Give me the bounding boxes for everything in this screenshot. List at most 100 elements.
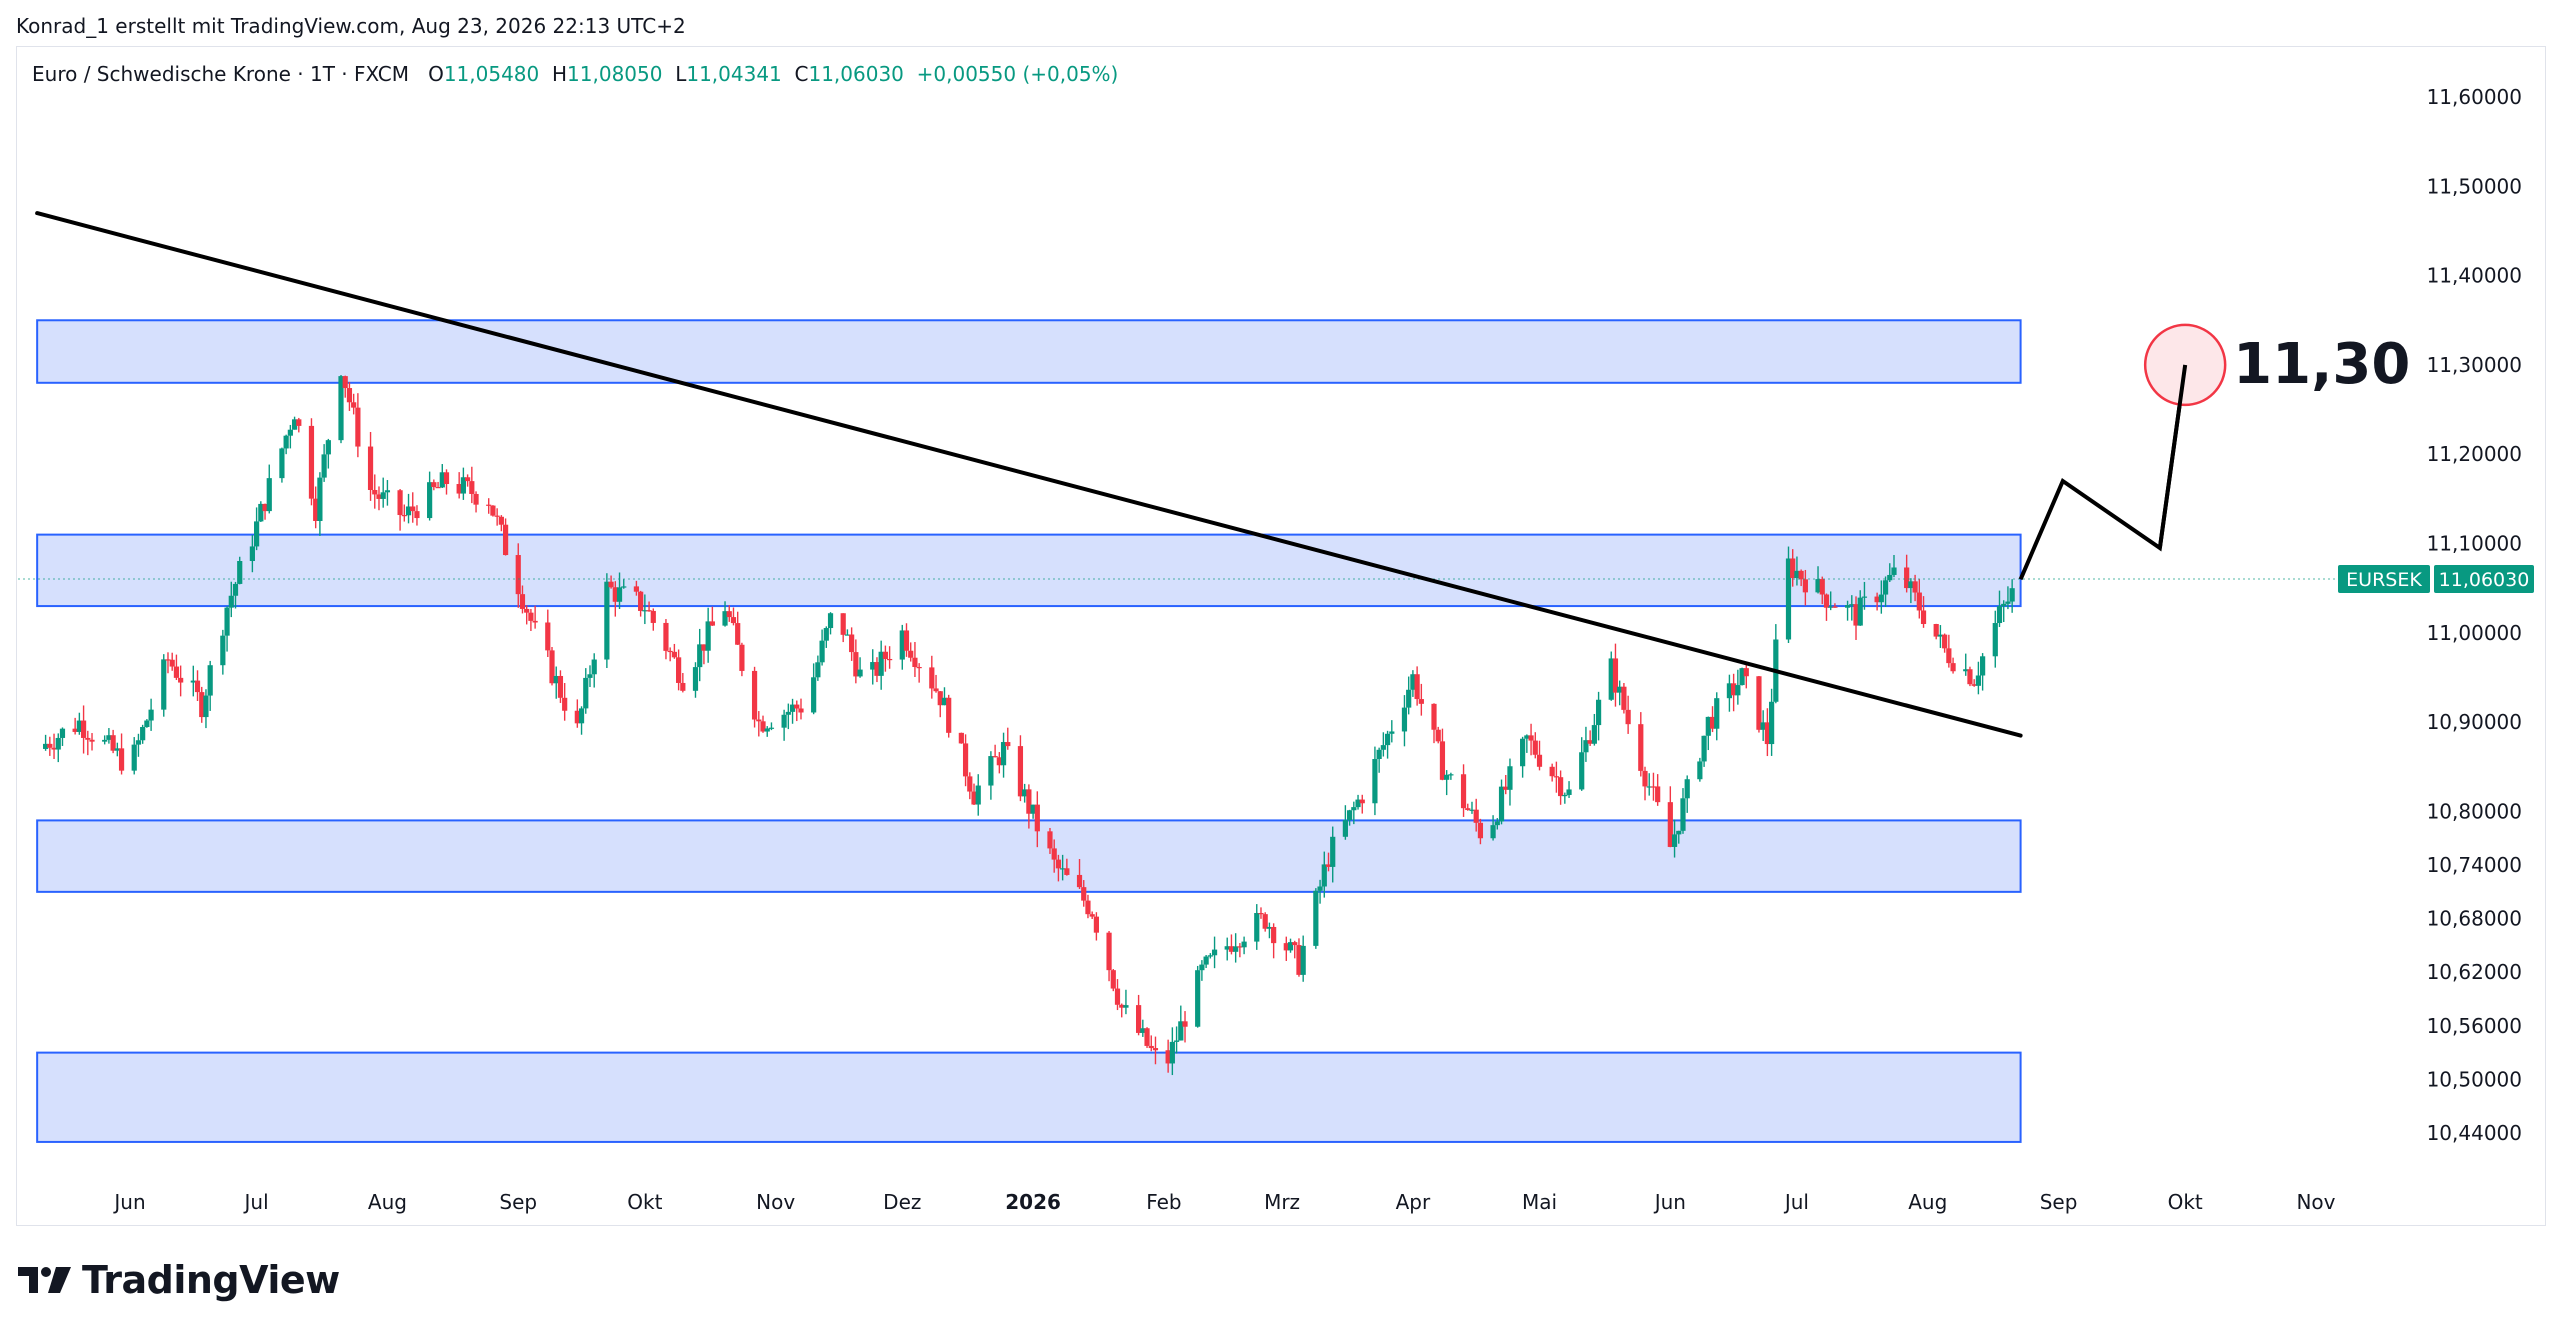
candle-body bbox=[1967, 669, 1973, 685]
candle-body bbox=[722, 611, 728, 626]
candle-body bbox=[1621, 686, 1627, 710]
descending-trendline[interactable] bbox=[35, 211, 2023, 738]
candle-body bbox=[80, 720, 87, 738]
candle-body bbox=[705, 621, 711, 651]
candle-body bbox=[1017, 746, 1024, 797]
symbol-description[interactable]: Euro / Schwedische Krone · 1T · FXCM bbox=[32, 62, 409, 86]
candle-body bbox=[676, 657, 682, 683]
candle-body bbox=[1697, 761, 1703, 780]
candle-body bbox=[1211, 949, 1218, 956]
candle-body bbox=[726, 611, 732, 618]
x-axis-tick-label: Jun bbox=[1653, 1190, 1686, 1214]
candle-body bbox=[498, 516, 504, 525]
candle-body bbox=[1853, 604, 1859, 626]
candle-body bbox=[899, 630, 905, 660]
candle-body bbox=[1296, 945, 1302, 975]
support-resistance-zone[interactable] bbox=[36, 533, 2022, 608]
candle-body bbox=[1760, 722, 1766, 730]
candle-body bbox=[697, 644, 703, 668]
candle-body bbox=[1942, 634, 1948, 649]
candle-body bbox=[1448, 774, 1454, 776]
candle-body bbox=[1823, 594, 1830, 608]
candle-body bbox=[1414, 674, 1420, 700]
candle-body bbox=[739, 644, 745, 671]
candle-body bbox=[1431, 703, 1437, 730]
support-resistance-zone[interactable] bbox=[36, 819, 2022, 893]
last-price-tag-text: 11,06030 bbox=[2439, 569, 2530, 591]
candle-body bbox=[237, 561, 243, 584]
candle-body bbox=[1000, 742, 1007, 766]
candle-body bbox=[1520, 738, 1526, 767]
candle-body bbox=[1528, 735, 1534, 741]
candle-body bbox=[1503, 786, 1509, 790]
low-value: 11,04341 bbox=[686, 62, 782, 86]
candle-body bbox=[283, 435, 289, 449]
chart-attribution: Konrad_1 erstellt mit TradingView.com, A… bbox=[16, 14, 686, 38]
candle-body bbox=[650, 610, 656, 623]
candle-body bbox=[996, 757, 1002, 766]
candle-body bbox=[1444, 774, 1450, 780]
ohlc-legend: Euro / Schwedische Krone · 1T · FXCM O11… bbox=[32, 62, 1118, 86]
candle-body bbox=[1625, 709, 1631, 725]
candle-body bbox=[557, 675, 564, 698]
candle-body bbox=[621, 586, 627, 588]
candle-body bbox=[317, 477, 323, 521]
y-axis-tick-label: 10,74000 bbox=[2427, 853, 2522, 877]
candle-body bbox=[1933, 624, 1939, 637]
candle-body bbox=[494, 515, 500, 517]
candle-body bbox=[667, 650, 673, 653]
candle-body bbox=[380, 492, 386, 499]
candle-body bbox=[1030, 804, 1036, 814]
candle-body bbox=[1262, 914, 1268, 929]
candle-body bbox=[1579, 752, 1585, 790]
candle-body bbox=[1355, 799, 1361, 808]
candle-body bbox=[1971, 684, 1977, 686]
candle-body bbox=[405, 506, 412, 516]
candle-body bbox=[1815, 579, 1821, 593]
candle-body bbox=[1920, 610, 1927, 625]
candle-body bbox=[1878, 594, 1884, 603]
candle-body bbox=[1849, 604, 1855, 606]
candle-body bbox=[941, 697, 948, 706]
candle-body bbox=[1233, 946, 1239, 952]
candle-body bbox=[1583, 740, 1589, 753]
candle-body bbox=[1536, 754, 1543, 767]
candle-body bbox=[228, 595, 234, 608]
candle-body bbox=[1076, 874, 1083, 888]
candle-body bbox=[1680, 798, 1686, 831]
x-axis-tick-label: Jul bbox=[243, 1190, 269, 1214]
candle-body bbox=[1507, 766, 1513, 790]
candle-body bbox=[1199, 964, 1205, 971]
candle-body bbox=[849, 634, 855, 653]
candle-body bbox=[1228, 946, 1235, 952]
candle-body bbox=[587, 674, 593, 678]
candle-body bbox=[249, 546, 255, 562]
candle-body bbox=[1494, 821, 1500, 826]
candle-body bbox=[346, 388, 353, 403]
candle-body bbox=[1857, 597, 1863, 626]
candle-body bbox=[2005, 601, 2011, 604]
support-resistance-zone[interactable] bbox=[36, 1051, 2022, 1143]
x-axis-tick-label: Apr bbox=[1396, 1190, 1431, 1214]
candle-body bbox=[1224, 946, 1230, 950]
candle-body bbox=[473, 493, 479, 505]
x-axis-tick-label: Nov bbox=[2296, 1190, 2335, 1214]
candle-body bbox=[161, 659, 167, 710]
candle-body bbox=[1051, 848, 1057, 860]
candle-body bbox=[384, 490, 391, 493]
candle-body bbox=[574, 710, 580, 724]
support-resistance-zone[interactable] bbox=[36, 319, 2022, 384]
last-price-tag bbox=[2434, 565, 2534, 594]
candle-body bbox=[1292, 942, 1298, 946]
candle-body bbox=[1477, 822, 1484, 839]
candle-body bbox=[1325, 864, 1332, 867]
candle-body bbox=[1047, 831, 1053, 849]
x-axis-tick-label: Jul bbox=[1783, 1190, 1809, 1214]
candle-body bbox=[1283, 943, 1289, 951]
candle-body bbox=[971, 791, 977, 805]
candle-body bbox=[308, 425, 315, 499]
y-axis-tick-label: 10,80000 bbox=[2427, 799, 2522, 823]
tradingview-logo[interactable]: TradingView bbox=[18, 1258, 340, 1302]
candle-body bbox=[1148, 1045, 1154, 1049]
